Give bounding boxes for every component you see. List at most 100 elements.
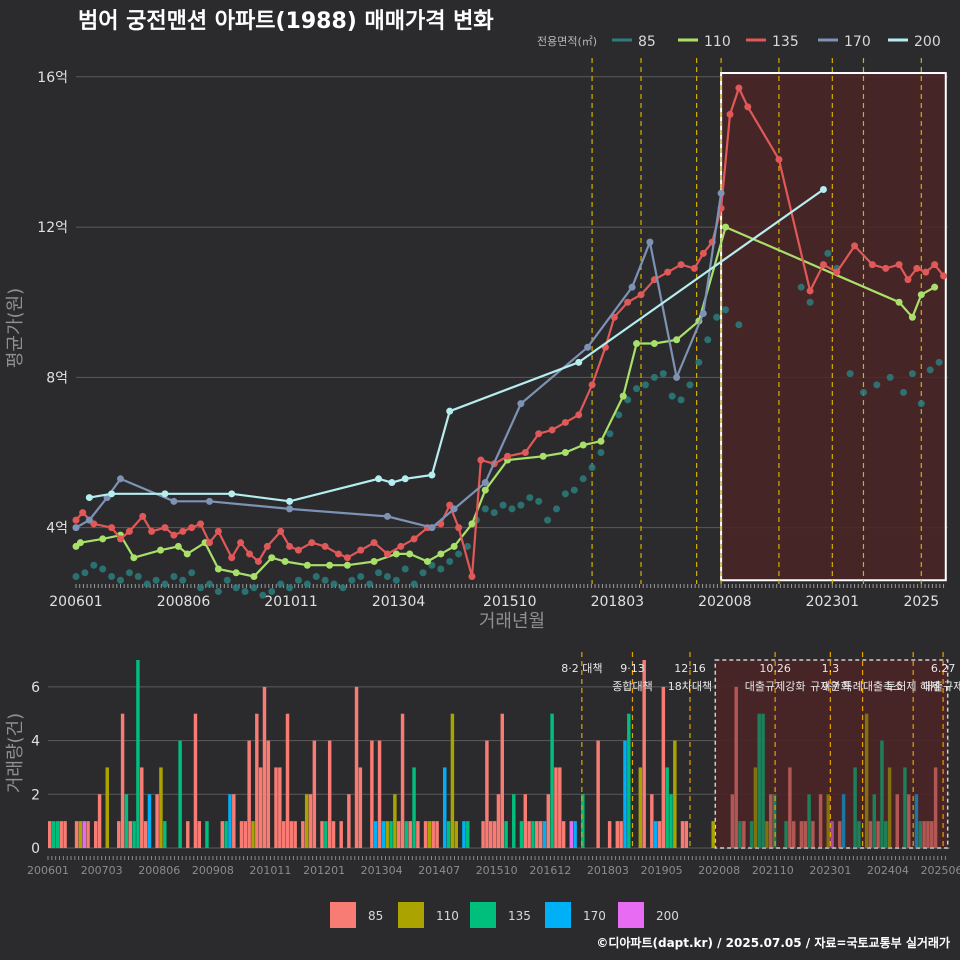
volume-bar — [255, 713, 259, 848]
x-tick-label: 201304 — [372, 594, 426, 610]
data-point-110 — [539, 452, 547, 460]
data-point-135 — [108, 524, 116, 532]
volume-bar — [389, 821, 393, 848]
data-point-170 — [628, 283, 636, 291]
volume-bar — [266, 740, 271, 848]
data-point-170 — [717, 189, 725, 197]
data-point-135 — [263, 542, 271, 550]
data-point-135 — [931, 261, 939, 269]
data-point-85 — [223, 576, 231, 584]
data-point-110 — [130, 554, 138, 562]
volume-bar — [791, 821, 796, 848]
x-tick-label: 200806 — [157, 594, 211, 610]
legend-label-170: 170 — [844, 34, 871, 50]
volume-bar — [262, 686, 267, 848]
x-axis-title: 거래년월 — [479, 611, 545, 632]
data-point-135 — [868, 261, 876, 269]
bottom-legend-swatch-200 — [618, 902, 644, 928]
volume-x-tick-label: 200601 — [27, 864, 69, 877]
volume-bar — [784, 821, 788, 848]
data-point-110 — [931, 283, 939, 291]
price-panel: 4억 8억 12억 16억 200601 200806 201011 201304 201510… — [37, 58, 948, 610]
volume-bar — [807, 794, 811, 848]
x-tick-label: 200601 — [49, 594, 102, 610]
volume-bar — [680, 821, 685, 848]
volume-bar — [258, 767, 263, 848]
legend-title: 전용면적(㎡) — [537, 35, 597, 48]
volume-bar — [385, 821, 389, 848]
volume-bar — [569, 821, 574, 848]
data-point-110 — [917, 291, 925, 299]
data-point-85 — [535, 497, 543, 505]
volume-bar — [285, 713, 290, 848]
volume-bar — [74, 821, 79, 848]
policy-annotation: 8·2 대책 — [561, 662, 602, 675]
volume-bar — [554, 767, 558, 848]
data-point-170 — [383, 512, 391, 520]
volume-bar — [757, 713, 761, 848]
volume-bar — [462, 821, 466, 848]
volume-bar — [435, 821, 439, 848]
volume-bar — [627, 713, 631, 848]
bottom-legend-swatch-110 — [398, 902, 424, 928]
volume-bar — [281, 821, 286, 848]
data-point-135 — [286, 542, 294, 550]
data-point-170 — [646, 238, 654, 246]
volume-bar — [320, 821, 324, 848]
policy-annotation: 토허제 해제 — [886, 679, 940, 693]
data-point-85 — [570, 486, 578, 494]
volume-bar — [301, 821, 305, 848]
data-point-135 — [806, 287, 814, 295]
data-point-110 — [281, 557, 289, 565]
data-point-85 — [455, 550, 463, 558]
volume-bar — [650, 794, 654, 848]
volume-bar — [496, 794, 501, 848]
volume-bar — [887, 767, 892, 848]
bottom-legend-swatch-170 — [545, 902, 571, 928]
volume-y-tick-label: 6 — [31, 680, 40, 696]
volume-bar — [163, 821, 167, 848]
volume-bar — [538, 821, 543, 848]
data-point-135 — [819, 261, 827, 269]
data-point-135 — [237, 539, 245, 547]
volume-x-tick-label: 201905 — [641, 864, 683, 877]
volume-bar — [930, 821, 934, 848]
data-point-135 — [882, 264, 890, 272]
volume-bar — [63, 821, 67, 848]
data-point-85 — [116, 576, 124, 584]
volume-x-tick-label: 201510 — [476, 864, 518, 877]
data-point-200 — [228, 490, 236, 498]
policy-annotation: 종합대책 — [612, 680, 652, 693]
data-point-135 — [588, 381, 596, 389]
data-point-85 — [268, 588, 276, 596]
data-point-135 — [726, 110, 734, 118]
y-tick-label: 8억 — [46, 370, 68, 386]
data-point-200 — [85, 494, 93, 502]
volume-bar — [857, 821, 861, 848]
data-point-85 — [179, 576, 187, 584]
data-point-200 — [108, 490, 116, 498]
legend-label-110: 110 — [704, 34, 731, 50]
data-point-200 — [428, 471, 436, 479]
series-line-200 — [89, 188, 825, 503]
data-point-85 — [250, 584, 258, 592]
data-point-85 — [633, 385, 641, 393]
data-point-135 — [561, 418, 569, 426]
data-point-110 — [268, 554, 276, 562]
data-point-85 — [375, 569, 383, 577]
volume-bar — [481, 821, 485, 848]
volume-y-tick-label: 2 — [31, 787, 40, 803]
volume-bar — [657, 821, 662, 848]
volume-bar — [918, 821, 923, 848]
volume-bar — [926, 821, 930, 848]
data-point-110 — [437, 550, 445, 558]
volume-bar — [761, 713, 765, 848]
volume-bar — [373, 821, 378, 848]
volume-bar — [876, 821, 880, 848]
data-point-85 — [686, 381, 694, 389]
volume-bar — [251, 821, 255, 848]
volume-bar — [358, 767, 363, 848]
volume-bar — [446, 821, 451, 848]
volume-bar — [124, 794, 129, 848]
bottom-legend-swatch-85 — [330, 902, 356, 928]
